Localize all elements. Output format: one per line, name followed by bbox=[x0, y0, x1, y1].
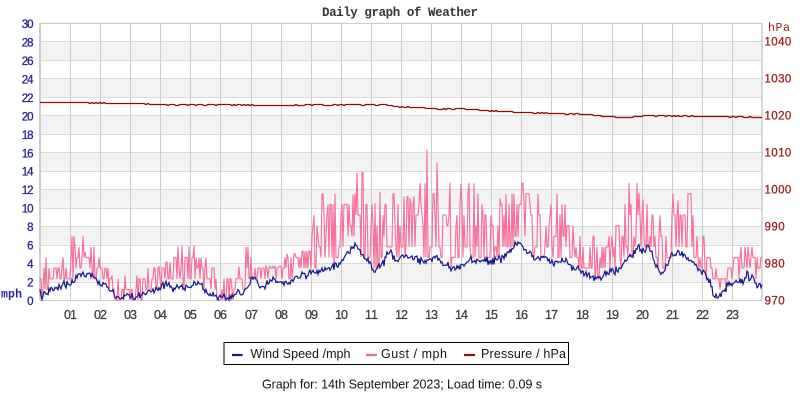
svg-text:19: 19 bbox=[606, 308, 619, 322]
svg-text:16: 16 bbox=[22, 148, 34, 160]
svg-text:18: 18 bbox=[576, 308, 589, 322]
svg-text:0: 0 bbox=[27, 296, 33, 308]
svg-text:08: 08 bbox=[275, 308, 288, 322]
svg-text:14: 14 bbox=[22, 167, 34, 179]
svg-text:24: 24 bbox=[22, 74, 34, 86]
svg-text:Daily graph of Weather: Daily graph of Weather bbox=[322, 6, 478, 20]
svg-text:1000: 1000 bbox=[765, 185, 792, 197]
svg-text:07: 07 bbox=[245, 308, 258, 322]
svg-text:20: 20 bbox=[22, 111, 34, 123]
svg-text:hPa: hPa bbox=[768, 22, 790, 35]
svg-text:02: 02 bbox=[94, 308, 107, 322]
svg-text:22: 22 bbox=[22, 93, 34, 105]
svg-text:15: 15 bbox=[485, 308, 498, 322]
svg-text:980: 980 bbox=[765, 259, 785, 271]
svg-text:Pressure / hPa: Pressure / hPa bbox=[481, 347, 566, 361]
svg-text:6: 6 bbox=[27, 241, 33, 253]
svg-text:Gust / mph: Gust / mph bbox=[381, 347, 447, 361]
svg-text:28: 28 bbox=[22, 38, 34, 50]
svg-text:1020: 1020 bbox=[765, 111, 792, 123]
svg-text:14: 14 bbox=[455, 308, 468, 322]
svg-text:Graph for: 14th September 2023: Graph for: 14th September 2023; Load tim… bbox=[262, 378, 542, 392]
svg-text:06: 06 bbox=[214, 308, 227, 322]
svg-text:01: 01 bbox=[64, 308, 77, 322]
svg-text:26: 26 bbox=[22, 56, 34, 68]
svg-text:11: 11 bbox=[365, 308, 378, 322]
svg-text:970: 970 bbox=[765, 296, 785, 308]
svg-text:12: 12 bbox=[22, 185, 34, 197]
svg-text:30: 30 bbox=[22, 19, 34, 31]
svg-text:990: 990 bbox=[765, 222, 785, 234]
svg-text:13: 13 bbox=[425, 308, 438, 322]
svg-text:10: 10 bbox=[22, 204, 34, 216]
svg-text:10: 10 bbox=[335, 308, 348, 322]
svg-text:04: 04 bbox=[154, 308, 167, 322]
svg-text:17: 17 bbox=[545, 308, 558, 322]
svg-text:12: 12 bbox=[395, 308, 408, 322]
svg-text:05: 05 bbox=[184, 308, 197, 322]
svg-text:23: 23 bbox=[726, 308, 739, 322]
svg-text:22: 22 bbox=[696, 308, 709, 322]
svg-text:Wind Speed /mph: Wind Speed /mph bbox=[251, 347, 351, 361]
svg-text:1030: 1030 bbox=[765, 74, 792, 86]
svg-text:4: 4 bbox=[27, 259, 34, 271]
svg-text:1040: 1040 bbox=[765, 37, 792, 49]
svg-text:2: 2 bbox=[27, 278, 33, 290]
svg-text:1010: 1010 bbox=[765, 148, 792, 160]
svg-text:03: 03 bbox=[124, 308, 137, 322]
svg-text:21: 21 bbox=[666, 308, 679, 322]
svg-text:8: 8 bbox=[27, 222, 33, 234]
svg-text:16: 16 bbox=[515, 308, 528, 322]
svg-text:18: 18 bbox=[22, 130, 34, 142]
svg-text:09: 09 bbox=[305, 308, 318, 322]
svg-text:20: 20 bbox=[636, 308, 649, 322]
svg-text:mph: mph bbox=[1, 289, 22, 302]
